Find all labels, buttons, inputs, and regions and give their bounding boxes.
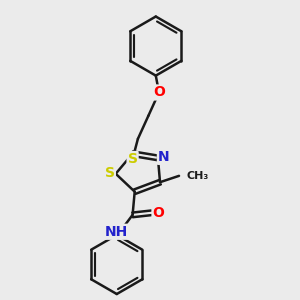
- Text: O: O: [153, 85, 165, 100]
- Text: S: S: [105, 166, 115, 180]
- Text: S: S: [128, 152, 138, 166]
- Text: CH₃: CH₃: [186, 171, 209, 181]
- Text: NH: NH: [105, 225, 128, 239]
- Text: N: N: [158, 150, 170, 164]
- Text: O: O: [152, 206, 164, 220]
